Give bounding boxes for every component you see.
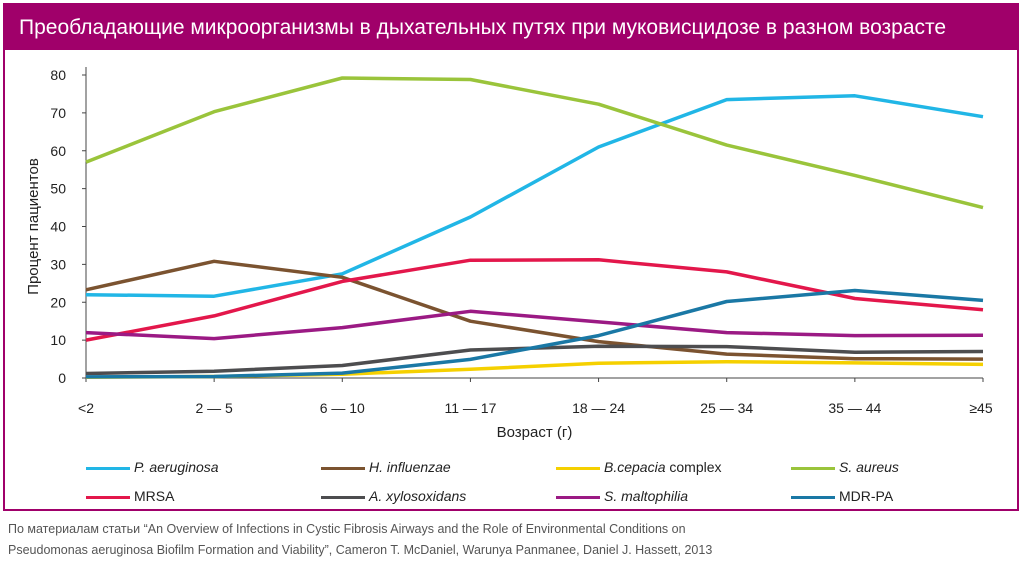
y-tick-label: 50 xyxy=(50,181,66,197)
x-tick-label: <2 xyxy=(78,400,94,416)
y-tick-label: 70 xyxy=(50,105,66,121)
x-tick-label: 35 — 44 xyxy=(828,400,881,416)
x-tick-label: ≥45 xyxy=(969,400,992,416)
y-tick-label: 0 xyxy=(58,370,66,386)
legend-swatch xyxy=(556,467,600,470)
legend-label: S. maltophilia xyxy=(604,488,689,504)
legend-label: MRSA xyxy=(134,488,175,504)
line-chart: 0 10 20 30 40 50 60 70 80 <2 2 — 5 6 — 10 11 — 17 18 … xyxy=(25,67,993,441)
y-tick-label: 30 xyxy=(50,256,66,272)
series-line-1 xyxy=(85,259,984,361)
legend-swatch xyxy=(556,496,600,499)
x-tick-label: 25 — 34 xyxy=(700,400,753,416)
legend-label: P. aeruginosa xyxy=(134,459,219,475)
y-tick-label: 40 xyxy=(50,219,66,235)
legend-label: A. xylosoxidans xyxy=(369,488,467,504)
x-tick-label: 11 — 17 xyxy=(444,400,496,416)
series-line-3 xyxy=(85,76,984,210)
x-tick-label: 2 — 5 xyxy=(195,400,233,416)
x-axis-label: Возраст (г) xyxy=(497,424,573,441)
legend-label: B.cepacia complex xyxy=(604,459,722,475)
legend-label-italic-part: B.cepacia xyxy=(604,459,666,475)
series-line-6 xyxy=(85,309,984,341)
legend-swatch xyxy=(321,467,365,470)
legend-swatch xyxy=(86,496,130,499)
y-tick-label: 80 xyxy=(50,67,66,83)
series-line-0 xyxy=(85,94,984,298)
legend-swatch xyxy=(86,467,130,470)
y-tick-label: 20 xyxy=(50,294,66,310)
legend-label: H. influenzae xyxy=(369,459,451,475)
series-line-7 xyxy=(85,288,984,379)
series-line-4 xyxy=(85,258,984,342)
chart-title: Преобладающие микроорганизмы в дыхательн… xyxy=(5,5,1017,50)
x-tick-label: 6 — 10 xyxy=(320,400,365,416)
legend-swatch xyxy=(321,496,365,499)
legend-swatch xyxy=(791,496,835,499)
legend-label-plain-part: complex xyxy=(665,459,722,475)
x-tick-label: 18 — 24 xyxy=(572,400,625,416)
source-line-2: Pseudomonas aeruginosa Biofilm Formation… xyxy=(8,543,713,557)
y-axis-label: Процент пациентов xyxy=(25,158,42,295)
source-citation: По материалам статьи “An Overview of Inf… xyxy=(8,519,1008,561)
y-tick-label: 10 xyxy=(50,332,66,348)
y-tick-label: 60 xyxy=(50,143,66,159)
legend-label: S. aureus xyxy=(839,459,899,475)
source-line-1: По материалам статьи “An Overview of Inf… xyxy=(8,522,686,536)
legend-label: MDR-PA xyxy=(839,488,894,504)
legend-swatch xyxy=(791,467,835,470)
